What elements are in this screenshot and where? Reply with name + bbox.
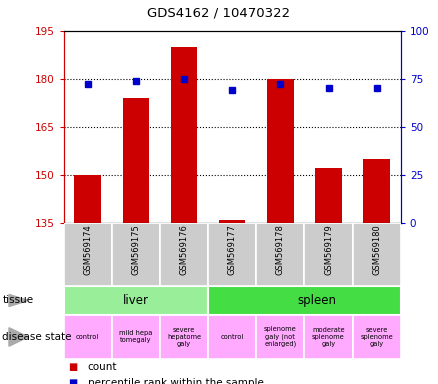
Text: percentile rank within the sample: percentile rank within the sample bbox=[88, 378, 264, 384]
Text: disease state: disease state bbox=[2, 332, 72, 342]
Polygon shape bbox=[9, 328, 28, 346]
Bar bbox=[208, 286, 401, 315]
Text: ■: ■ bbox=[68, 378, 77, 384]
Bar bbox=[208, 315, 256, 359]
Text: GSM569176: GSM569176 bbox=[180, 225, 188, 275]
Text: severe
splenome
galy: severe splenome galy bbox=[360, 327, 393, 347]
Text: GSM569180: GSM569180 bbox=[372, 225, 381, 275]
Text: control: control bbox=[76, 334, 99, 340]
Bar bbox=[112, 315, 160, 359]
Text: mild hepa
tomegaly: mild hepa tomegaly bbox=[119, 331, 152, 343]
Text: spleen: spleen bbox=[297, 294, 336, 307]
Bar bbox=[267, 79, 293, 223]
Bar bbox=[219, 220, 245, 223]
Text: GSM569175: GSM569175 bbox=[131, 225, 140, 275]
Text: GSM569174: GSM569174 bbox=[83, 225, 92, 275]
Bar bbox=[171, 47, 197, 223]
Text: control: control bbox=[220, 334, 244, 340]
Bar bbox=[304, 223, 353, 286]
Bar bbox=[353, 315, 401, 359]
Bar bbox=[160, 223, 208, 286]
Bar bbox=[304, 315, 353, 359]
Text: GSM569177: GSM569177 bbox=[228, 225, 237, 275]
Bar bbox=[64, 223, 112, 286]
Bar bbox=[315, 168, 342, 223]
Text: GSM569178: GSM569178 bbox=[276, 225, 285, 275]
Bar bbox=[64, 315, 112, 359]
Text: moderate
splenome
galy: moderate splenome galy bbox=[312, 327, 345, 347]
Bar bbox=[256, 223, 304, 286]
Bar bbox=[64, 286, 208, 315]
Text: ■: ■ bbox=[68, 362, 77, 372]
Text: GDS4162 / 10470322: GDS4162 / 10470322 bbox=[148, 6, 290, 19]
Bar bbox=[208, 223, 256, 286]
Bar bbox=[256, 315, 304, 359]
Bar bbox=[364, 159, 390, 223]
Text: count: count bbox=[88, 362, 117, 372]
Bar bbox=[112, 223, 160, 286]
Polygon shape bbox=[9, 295, 28, 306]
Bar bbox=[353, 223, 401, 286]
Text: liver: liver bbox=[123, 294, 149, 307]
Text: severe
hepatome
galy: severe hepatome galy bbox=[167, 327, 201, 347]
Text: GSM569179: GSM569179 bbox=[324, 225, 333, 275]
Text: splenome
galy (not
enlarged): splenome galy (not enlarged) bbox=[264, 326, 297, 348]
Bar bbox=[160, 315, 208, 359]
Bar bbox=[74, 175, 101, 223]
Bar bbox=[123, 98, 149, 223]
Text: tissue: tissue bbox=[2, 295, 33, 306]
